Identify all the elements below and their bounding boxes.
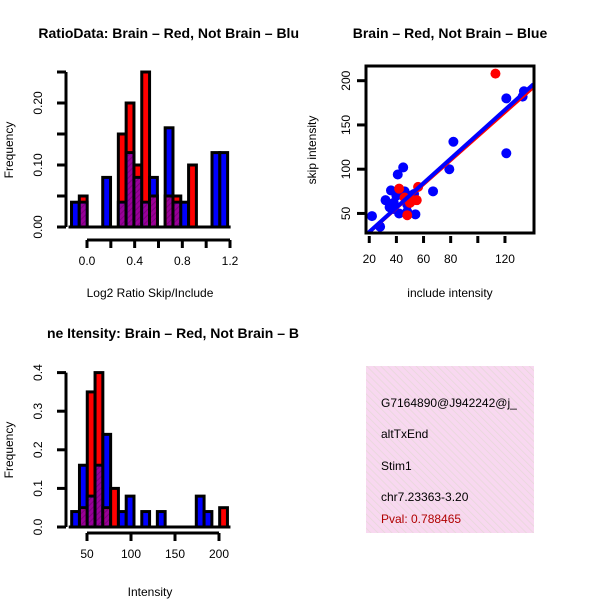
hist-ratio-overlap-bar [174,203,180,226]
hist-ratio-x-tick-label: 0.0 [79,254,96,268]
hist-ratio-overlap-bar [127,154,133,226]
scatter-x-tick-label: 80 [444,252,458,266]
hist-ratio-blue-bar [218,151,230,229]
hist-intensity-blue-bar [140,510,152,529]
hist-ratio-x-tick-label: 0.8 [174,254,191,268]
hist-intensity-blue-bar [124,494,136,529]
hist-intensity-x-tick-label: 150 [165,547,185,561]
scatter-point-blue [501,93,512,104]
hist-ratio-y-tick-label: 0.00 [31,215,45,239]
info-id: G7164890@J942242@j_ [381,396,517,410]
hist-ratio-x-tick-label: 1.2 [222,254,239,268]
hist-intensity-ylabel: Frequency [2,422,16,479]
info-gene: Stim1 [381,459,412,473]
scatter-point-blue [410,209,421,220]
hist-ratio-overlap-bar [80,203,86,226]
hist-ratio-overlap-bar [151,197,156,226]
hist-intensity-overlap-bar [96,466,102,526]
hist-intensity-y-tick-label: 0.2 [31,441,45,458]
hist-intensity-overlap-bar [80,509,86,526]
scatter-y-tick-label: 150 [339,115,353,135]
hist-ratio-overlap-bar [119,203,125,226]
scatter-x-tick-label: 20 [363,252,377,266]
info-panel-background [366,366,534,533]
fit-line-blue [366,82,534,233]
hist-intensity-y-tick-label: 0.3 [31,403,45,420]
hist-ratio-y-tick-label: 0.10 [31,153,45,177]
scatter-point-red [394,183,405,194]
scatter-point-blue [366,211,377,222]
scatter-x-tick-label: 40 [390,252,404,266]
hist-intensity-red-bar [109,486,120,529]
scatter-point-blue [398,162,409,173]
hist-intensity-y-tick-label: 0.4 [31,364,45,381]
hist-ratio-xlabel: Log2 Ratio Skip/Include [87,286,214,300]
hist-ratio-title: RatioData: Brain – Red, Not Brain – Blu [38,25,299,41]
info-location: chr7.23363-3.20 [381,490,469,504]
scatter-point-blue [501,148,512,159]
scatter-point-blue [448,136,459,147]
scatter-point-blue [394,208,405,219]
hist-intensity-x-tick-label: 50 [80,547,94,561]
hist-ratio-blue-bar [101,175,113,229]
scatter-point-red [490,68,501,79]
hist-intensity-xlabel: Intensity [128,585,173,599]
hist-ratio-x-tick-label: 0.4 [126,254,143,268]
hist-ratio-overlap-bar [135,178,141,226]
hist-ratio-plot: 0.00 0.10 0.20 0.0 0.4 0.8 1.2 [31,70,239,268]
scatter-y-tick-label: 200 [339,70,353,90]
hist-ratio-overlap-bar [143,203,149,226]
hist-ratio-ylabel: Frequency [2,122,16,179]
hist-intensity-overlap-bar [88,497,94,526]
hist-intensity-overlap-bar [104,509,110,526]
scatter-y-tick-label: 50 [339,206,353,220]
info-panel: G7164890@J942242@j_ altTxEnd Stim1 chr7.… [366,366,534,533]
hist-intensity-blue-bar [155,510,167,529]
hist-ratio-y-tick-label: 0.20 [31,91,45,115]
scatter-frame [364,64,536,235]
hist-intensity-plot: 0.0 0.1 0.2 0.3 0.4 50 100 150 200 [31,364,231,561]
scatter-point-blue [428,186,439,197]
scatter-title: Brain – Red, Not Brain – Blue [353,25,548,41]
info-event-type: altTxEnd [381,427,428,441]
hist-intensity-x-tick-label: 100 [121,547,141,561]
hist-ratio-red-bar [187,163,198,229]
scatter-x-tick-label: 120 [495,252,515,266]
scatter-point-red [411,195,422,206]
hist-intensity-blue-bar [202,510,214,529]
hist-intensity-x-tick-label: 200 [209,547,229,561]
scatter-ylabel: skip intensity [305,116,319,185]
scatter-xlabel: include intensity [407,286,492,300]
hist-intensity-title: ne Itensity: Brain – Red, Not Brain – B [47,325,299,341]
scatter-point-blue [444,164,455,175]
scatter-x-tick-label: 60 [417,252,431,266]
scatter-point-red [402,210,413,221]
scatter-point-blue [392,169,403,180]
info-pval: Pval: 0.788465 [381,512,461,526]
hist-intensity-red-bar [218,506,229,529]
hist-intensity-y-tick-label: 0.0 [31,518,45,535]
scatter-y-tick-label: 100 [339,159,353,179]
scatter-plot-area [366,68,534,233]
hist-intensity-y-tick-label: 0.1 [31,480,45,497]
scatter-plot: 20 40 60 80 120 50 100 150 200 [339,64,536,266]
hist-ratio-overlap-bar [166,197,172,226]
